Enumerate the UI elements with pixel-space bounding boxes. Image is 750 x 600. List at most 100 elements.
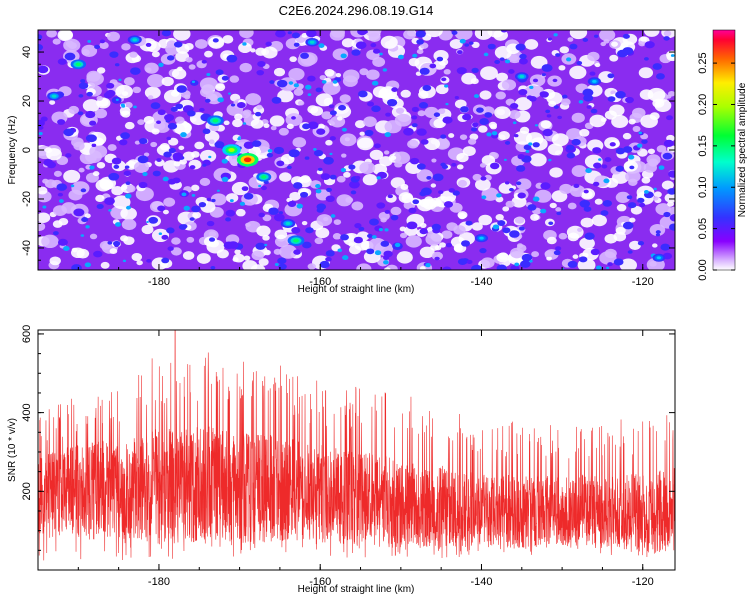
heatmap-low-cell xyxy=(263,249,271,256)
heatmap-low-cell xyxy=(403,30,417,40)
heatmap-mid-cell xyxy=(416,163,426,170)
heatmap-cyan-cell xyxy=(492,224,500,230)
heatmap-hotspot-core xyxy=(75,62,81,66)
heatmap-low-cell xyxy=(315,93,333,107)
heatmap-cyan-cell xyxy=(486,132,492,137)
heatmap-low-cell xyxy=(125,184,136,193)
heatmap-mid-cell xyxy=(422,84,432,92)
heatmap-low-cell xyxy=(516,178,532,191)
heatmap-low-cell xyxy=(378,88,393,99)
heatmap-mid-cell xyxy=(451,162,457,167)
heatmap-mid-cell xyxy=(582,38,589,42)
heatmap-low-cell xyxy=(231,181,250,196)
heatmap-mid-cell xyxy=(416,128,427,136)
heatmap-mid-cell xyxy=(266,152,274,158)
heatmap-mid-cell xyxy=(411,115,418,120)
heatmap-low-cell xyxy=(546,256,552,261)
heatmap-low-cell xyxy=(49,256,61,266)
heatmap-mid-cell xyxy=(146,258,152,263)
heatmap-cyan-cell xyxy=(371,80,379,86)
heatmap-mid-cell xyxy=(373,143,381,149)
heatmap-cyan-cell xyxy=(321,80,327,84)
heatmap-mid-cell xyxy=(287,31,292,35)
heatmap-mid-cell xyxy=(304,156,310,160)
heatmap-low-cell xyxy=(179,158,188,165)
heatmap-low-cell xyxy=(569,30,588,40)
heatmap-low-cell xyxy=(315,227,330,239)
heatmap-mid-cell xyxy=(38,34,43,41)
heatmap-ytick-label: -20 xyxy=(21,191,33,207)
heatmap-cyan-cell xyxy=(307,93,312,97)
heatmap-mid-cell xyxy=(518,58,528,65)
heatmap-mid-cell xyxy=(187,110,196,117)
heatmap-low-cell xyxy=(259,146,268,152)
heatmap-low-cell xyxy=(143,115,155,124)
heatmap-low-cell xyxy=(173,30,191,41)
heatmap-low-cell xyxy=(471,222,483,231)
heatmap-mid-cell xyxy=(276,79,288,88)
heatmap-mid-cell xyxy=(225,209,236,217)
heatmap-mid-cell xyxy=(520,260,531,268)
heatmap-mid-cell xyxy=(466,259,473,265)
heatmap-hotspot-core xyxy=(212,118,219,123)
heatmap-mid-cell xyxy=(288,149,300,158)
heatmap-cyan-cell xyxy=(120,103,125,107)
heatmap-low-cell xyxy=(262,214,272,222)
heatmap-mid-cell xyxy=(338,104,346,111)
heatmap-low-cell xyxy=(145,67,152,73)
heatmap-low-cell xyxy=(256,225,271,237)
heatmap-mid-cell xyxy=(456,67,467,75)
heatmap-low-cell xyxy=(622,132,632,140)
heatmap-mid-cell xyxy=(350,190,357,195)
heatmap-cyan-cell xyxy=(87,39,92,43)
heatmap-mid-cell xyxy=(57,58,67,65)
heatmap-mid-cell xyxy=(504,140,511,145)
heatmap-low-cell xyxy=(137,119,145,125)
heatmap-mid-cell xyxy=(540,182,551,190)
heatmap-cyan-cell xyxy=(529,259,533,263)
heatmap-low-cell xyxy=(286,123,294,130)
heatmap-mid-cell xyxy=(52,231,59,236)
heatmap-low-cell xyxy=(567,232,580,242)
heatmap-low-cell xyxy=(235,208,246,217)
heatmap-mid-cell xyxy=(119,139,128,146)
heatmap-low-cell xyxy=(530,213,540,221)
heatmap-mid-cell xyxy=(441,164,449,169)
heatmap-low-cell xyxy=(245,93,262,106)
heatmap-mid-cell xyxy=(138,138,148,145)
heatmap-hotspot-core xyxy=(132,38,138,42)
heatmap-low-cell xyxy=(457,179,468,187)
heatmap-mid-cell xyxy=(163,151,172,158)
heatmap-mid-cell xyxy=(271,96,282,104)
heatmap-mid-cell xyxy=(504,181,510,185)
heatmap-mid-cell xyxy=(78,82,89,90)
heatmap-low-cell xyxy=(121,110,131,118)
heatmap-mid-cell xyxy=(420,139,429,145)
heatmap-cyan-cell xyxy=(340,53,347,59)
heatmap-low-cell xyxy=(38,186,48,195)
heatmap-cyan-cell xyxy=(643,189,649,194)
heatmap-mid-cell xyxy=(43,159,54,166)
heatmap-mid-cell xyxy=(156,158,162,163)
heatmap-mid-cell xyxy=(145,42,152,47)
heatmap-low-cell xyxy=(270,125,277,131)
heatmap-low-cell xyxy=(112,195,131,210)
heatmap-mid-cell xyxy=(459,106,469,113)
heatmap-low-cell xyxy=(558,65,566,71)
heatmap-mid-cell xyxy=(236,102,246,109)
heatmap-cyan-cell xyxy=(89,165,95,170)
heatmap-cyan-cell xyxy=(483,52,489,57)
heatmap-mid-cell xyxy=(592,181,600,187)
heatmap-cyan-cell xyxy=(42,205,47,209)
heatmap-low-cell xyxy=(567,37,574,42)
heatmap-hotspot-core xyxy=(656,256,662,260)
heatmap-low-cell xyxy=(71,247,78,253)
heatmap-mid-cell xyxy=(276,160,285,167)
heatmap-low-cell xyxy=(631,107,646,119)
heatmap-low-cell xyxy=(369,149,384,161)
heatmap-low-cell xyxy=(92,171,100,177)
heatmap-mid-cell xyxy=(156,120,162,125)
heatmap-mid-cell xyxy=(542,128,553,137)
heatmap-mid-cell xyxy=(108,172,120,181)
